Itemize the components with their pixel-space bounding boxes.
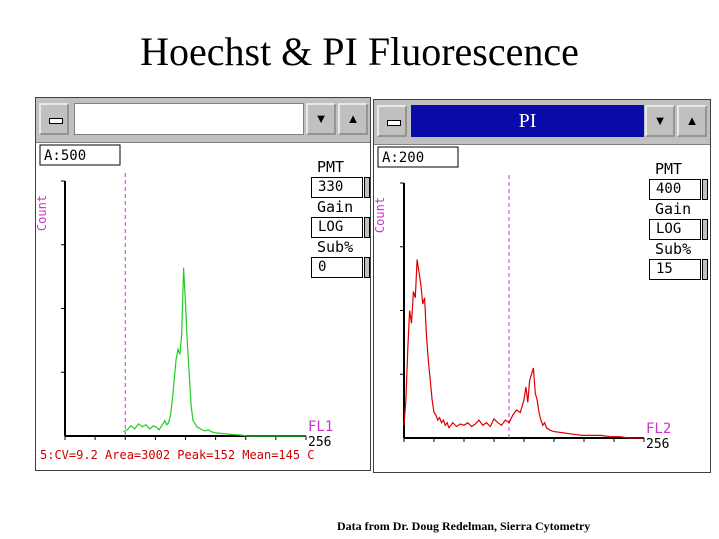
system-menu-button[interactable] [39, 103, 69, 135]
window-title-bar[interactable]: ▼ ▲ [36, 98, 370, 143]
pmt-spinner[interactable] [364, 177, 370, 198]
window-title: PI [411, 105, 644, 137]
y-axis-label: Count [374, 197, 387, 233]
system-menu-button[interactable] [377, 105, 407, 137]
pmt-spinner[interactable] [702, 179, 708, 200]
triangle-up-icon: ▲ [685, 113, 699, 128]
histogram-trace [403, 259, 644, 439]
pmt-label: PMT [317, 158, 345, 176]
axis-max-box [377, 146, 459, 168]
x-axis-end-label: 256 [646, 437, 669, 452]
pmt-field[interactable]: 400 [649, 179, 701, 200]
scroll-down-button[interactable]: ▼ [306, 103, 336, 135]
sub-percent-spinner[interactable] [702, 259, 708, 280]
triangle-down-icon: ▼ [653, 113, 667, 128]
sub-percent-label: Sub% [317, 238, 354, 256]
slide-title: Hoechst & PI Fluorescence [140, 29, 579, 74]
histogram-trace [123, 267, 306, 437]
triangle-down-icon: ▼ [314, 111, 328, 126]
gain-field[interactable]: LOG [311, 217, 363, 238]
sub-percent-label: Sub% [655, 240, 692, 258]
window-title [74, 103, 304, 135]
gain-field[interactable]: LOG [649, 219, 701, 240]
statistics-line: 5:CV=9.2 Area=3002 Peak=152 Mean=145 C [40, 448, 315, 462]
scroll-up-button[interactable]: ▲ [338, 103, 368, 135]
gain-label: Gain [655, 200, 692, 218]
window-title-bar[interactable]: PI ▼ ▲ [374, 100, 710, 145]
axis-max-label: A:500 [44, 148, 86, 164]
data-credit: Data from Dr. Doug Redelman, Sierra Cyto… [337, 519, 591, 533]
sub-percent-field[interactable]: 15 [649, 259, 701, 280]
gain-label: Gain [317, 198, 354, 216]
gain-spinner[interactable] [364, 217, 370, 238]
gain-spinner[interactable] [702, 219, 708, 240]
minus-icon [49, 118, 63, 124]
x-axis-label: FL2 [646, 421, 671, 437]
pmt-field[interactable]: 330 [311, 177, 363, 198]
x-axis-label: FL1 [308, 419, 333, 435]
axis-max-box [39, 144, 121, 166]
y-axis-label: Count [36, 195, 49, 231]
sub-percent-spinner[interactable] [364, 257, 370, 278]
histogram-window-fl2[interactable]: PI ▼ ▲ A:200 Count FL2 256 PMT 400 Gain LOG… [373, 99, 711, 473]
axis-max-label: A:200 [382, 150, 424, 166]
scroll-down-button[interactable]: ▼ [645, 105, 675, 137]
scroll-up-button[interactable]: ▲ [677, 105, 707, 137]
sub-percent-field[interactable]: 0 [311, 257, 363, 278]
triangle-up-icon: ▲ [346, 111, 360, 126]
histogram-window-fl1[interactable]: ▼ ▲ A:500 Count FL1 256 PMT 330 Gain LOG Su… [35, 97, 371, 471]
minus-icon [387, 120, 401, 126]
pmt-label: PMT [655, 160, 683, 178]
x-axis-end-label: 256 [308, 435, 331, 450]
